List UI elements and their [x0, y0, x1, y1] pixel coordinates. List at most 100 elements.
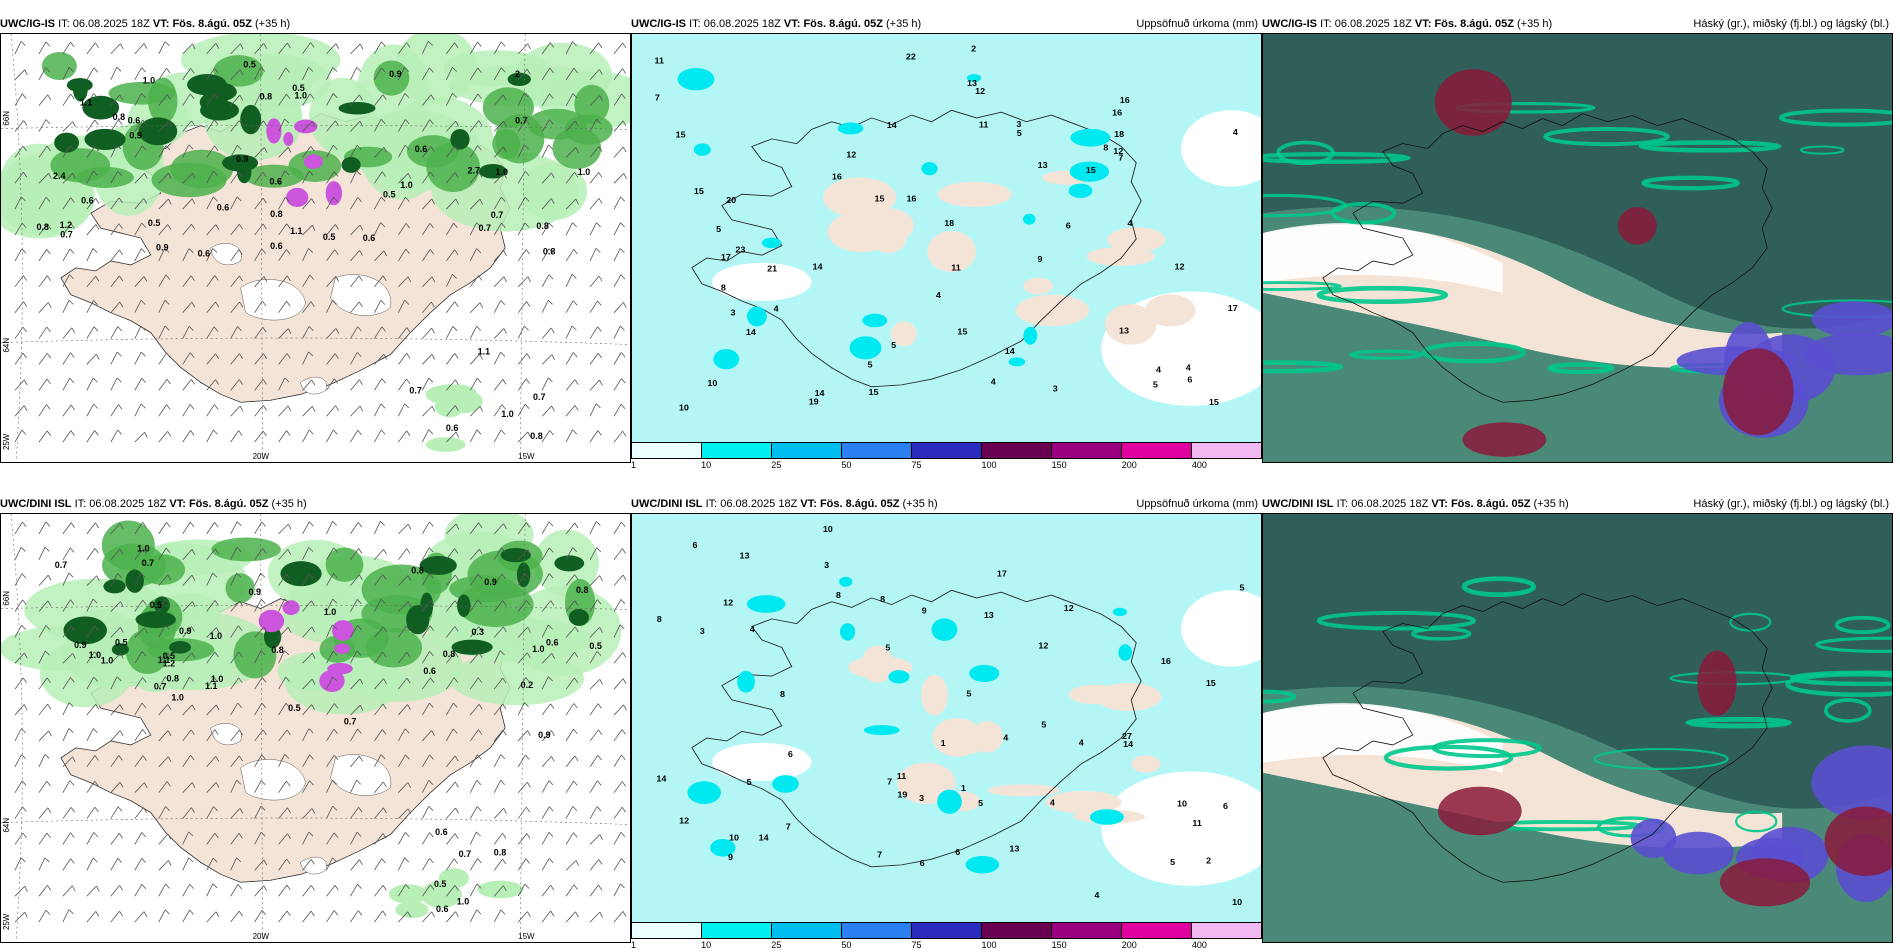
accum-value-label: 4: [750, 624, 755, 634]
accum-value-label: 4: [991, 377, 996, 387]
precip-value-label: 0.6: [415, 144, 427, 154]
lon-label-15w: 15W: [518, 932, 535, 941]
precip-value-label: 0.7: [142, 558, 154, 568]
accum-value-label: 5: [967, 688, 972, 698]
precip-shading: [1, 514, 622, 919]
precip-value-label: 0.7: [459, 849, 471, 859]
colorbar-segment: [842, 923, 912, 938]
accum-value-label: 10: [1177, 799, 1187, 809]
colorbar-segment: [702, 443, 772, 458]
precip-value-label: 0.8: [443, 649, 455, 659]
precip-value-label: 0.8: [270, 209, 282, 219]
colorbar-segment: [1052, 443, 1122, 458]
precip-value-label: 0.9: [249, 587, 261, 597]
lat-lon-grid: [1, 514, 630, 942]
accum-value-label: 13: [967, 78, 977, 88]
precip-value-label: 0.5: [243, 59, 255, 69]
precip-value-label: 0.8: [543, 247, 555, 257]
precip-value-label: 1.1: [478, 347, 490, 357]
accum-value-label: 7: [887, 777, 892, 787]
colorbar: [631, 922, 1262, 939]
accum-value-label: 17: [1228, 303, 1238, 313]
accum-value-label: 4: [1156, 365, 1161, 375]
cloud-svg: [1263, 514, 1892, 942]
accum-value-label: 22: [906, 52, 916, 62]
precip-value-label: 1.0: [143, 76, 155, 86]
precip-cyan-patches: [687, 576, 1133, 874]
precip-labels: 1.00.90.80.50.90.71.00.50.80.60.91.00.60…: [55, 543, 602, 913]
accum-value-label: 8: [780, 689, 785, 699]
accum-value-label: 4: [1233, 127, 1238, 137]
panel-bottom-middle: UWC/DINI ISL IT: 06.08.2025 18Z VT: Fös.…: [631, 495, 1262, 950]
accum-value-label: 12: [1113, 146, 1123, 156]
accum-value-label: 13: [1119, 325, 1129, 335]
accum-value-label: 12: [975, 86, 985, 96]
accum-value-label: 7: [1118, 153, 1123, 163]
precip-value-label: 1.0: [137, 543, 149, 553]
precip-value-label: 0.5: [163, 651, 175, 661]
accum-value-label: 16: [1161, 656, 1171, 666]
colorbar-tick-label: 150: [1051, 940, 1067, 950]
colorbar-tick-label: 1: [631, 940, 637, 950]
precip-value-label: 1.0: [457, 897, 469, 907]
map-cloud-cover: [1262, 513, 1893, 943]
map-precip-wind: 66N 64N 25W 20W 15W 1.0 0.9 0.8 0.5 0.9 0.7 1.0 0.5 0…: [0, 513, 631, 943]
precip-value-label: 0.6: [81, 196, 93, 206]
accum-value-label: 11: [654, 56, 664, 66]
accum-value-label: 5: [868, 360, 873, 370]
precip-value-label: 0.7: [409, 386, 421, 396]
panel-bottom-left: UWC/DINI ISL IT: 06.08.2025 18Z VT: Fös.…: [0, 495, 631, 943]
accum-svg: 3 457101214168101214136458101113754366896…: [632, 514, 1261, 924]
colorbar-segment: [632, 923, 702, 938]
accum-value-label: 21: [767, 263, 777, 273]
panel-title: UWC/DINI ISL IT: 06.08.2025 18Z VT: Fös.…: [631, 498, 938, 510]
precip-value-label: 1.1: [80, 97, 92, 107]
accum-value-label: 16: [832, 172, 842, 182]
precip-value-label: 1.0: [211, 674, 223, 684]
accum-value-label: 20: [726, 195, 736, 205]
accum-value-label: 2: [971, 44, 976, 54]
accum-labels: 3 457101214168101214136458101113754366896…: [656, 524, 1244, 907]
accum-value-label: 17: [997, 569, 1007, 579]
precip-shading: [1, 34, 630, 452]
accum-value-label: 13: [1009, 844, 1019, 854]
colorbar-segment: [772, 443, 842, 458]
colorbar-segment: [1122, 443, 1192, 458]
lat-label-64n: 64N: [2, 818, 11, 833]
colorbar-segment: [842, 443, 912, 458]
precip-value-label: 0.6: [217, 202, 229, 212]
accum-value-label: 15: [1086, 165, 1096, 175]
accum-value-label: 8: [657, 614, 662, 624]
precip-value-label: 0.5: [434, 879, 446, 889]
precip-value-label: 0.9: [484, 577, 496, 587]
precip-value-label: 0.8: [271, 645, 283, 655]
accum-value-label: 12: [846, 150, 856, 160]
precip-value-label: 0.8: [166, 673, 178, 683]
iceland-outline: [1322, 593, 1773, 883]
colorbar-segment: [912, 923, 982, 938]
lon-label-25w: 25W: [2, 913, 11, 930]
accum-value-label: 4: [1003, 733, 1008, 743]
accum-value-label: 14: [1123, 739, 1133, 749]
accum-value-label: 11: [1192, 818, 1202, 828]
precip-value-label: 1.2: [60, 220, 72, 230]
precip-wind-svg: 66N 64N 25W 20W 15W 0.9 0.6 2 1.0 0.8 0.5 0.7 1.0 1.2…: [1, 34, 630, 462]
lat-label-64n: 64N: [2, 338, 11, 353]
precip-labels: 0.9 0.621.00.80.50.71.01.20.60.81.10.80.9…: [36, 59, 590, 441]
accum-value-label: 11: [897, 771, 907, 781]
precip-value-label: 0.5: [323, 232, 335, 242]
accum-value-label: 27: [1122, 731, 1132, 741]
precip-value-label: 1.0: [578, 167, 590, 177]
precip-value-label: 0.6: [435, 827, 447, 837]
lon-label-15w: 15W: [518, 452, 535, 461]
precip-value-label: 1.0: [400, 180, 412, 190]
accum-value-label: 3: [919, 793, 924, 803]
accum-value-label: 18: [1114, 129, 1124, 139]
accum-value-label: 13: [740, 551, 750, 561]
accum-value-label: 19: [897, 789, 907, 799]
precip-value-label: 0.6: [546, 637, 558, 647]
colorbar-tick-label: 100: [981, 460, 997, 470]
precip-value-label: 0.5: [292, 83, 304, 93]
accum-value-label: 11: [951, 263, 961, 273]
